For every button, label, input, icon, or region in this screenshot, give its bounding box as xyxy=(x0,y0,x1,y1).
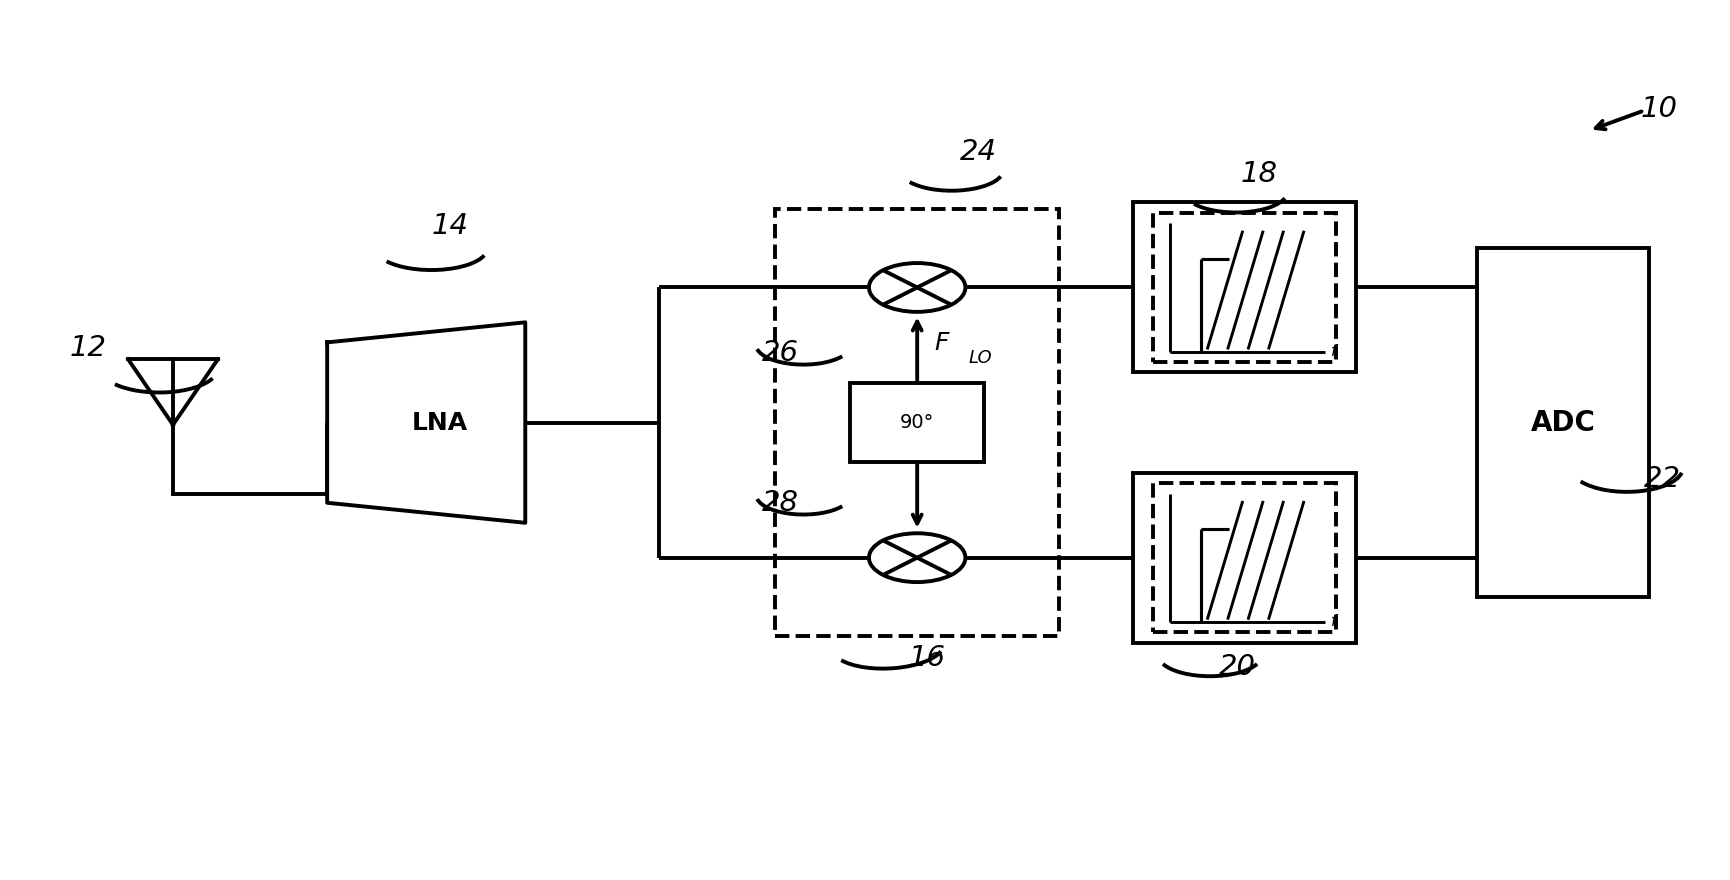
Text: 12: 12 xyxy=(69,334,107,363)
Text: 16: 16 xyxy=(908,644,945,672)
Text: 22: 22 xyxy=(1644,466,1680,493)
Bar xyxy=(1152,213,1336,362)
Text: LNA: LNA xyxy=(412,411,467,435)
Text: 90°: 90° xyxy=(900,413,934,432)
Text: 10: 10 xyxy=(1640,95,1676,123)
Text: 24: 24 xyxy=(960,138,996,166)
Text: 20: 20 xyxy=(1218,653,1254,680)
Bar xyxy=(1131,473,1356,642)
Bar xyxy=(1131,202,1356,372)
Bar xyxy=(1476,248,1649,597)
Text: f: f xyxy=(1330,614,1336,629)
Text: ADC: ADC xyxy=(1529,408,1595,436)
Text: 28: 28 xyxy=(761,488,799,517)
Text: 14: 14 xyxy=(431,212,469,240)
Text: LO: LO xyxy=(969,349,991,367)
Bar xyxy=(775,209,1059,636)
Text: 18: 18 xyxy=(1240,160,1277,188)
Text: f: f xyxy=(1330,344,1336,359)
Text: $F$: $F$ xyxy=(934,331,950,356)
Polygon shape xyxy=(327,322,524,523)
Bar xyxy=(849,384,984,462)
Text: 26: 26 xyxy=(761,339,799,367)
Bar xyxy=(1152,483,1336,632)
